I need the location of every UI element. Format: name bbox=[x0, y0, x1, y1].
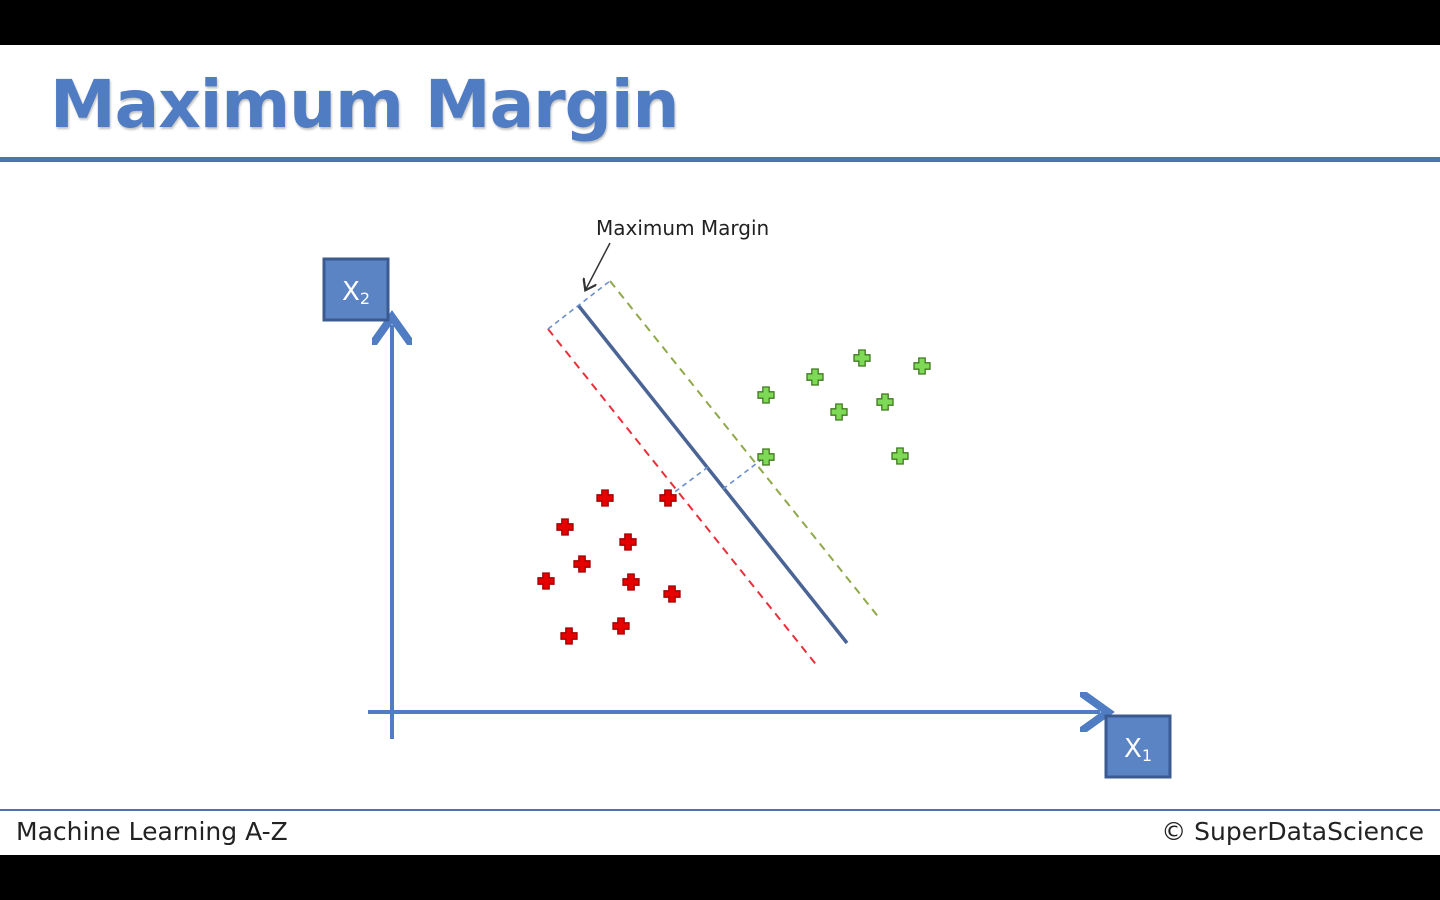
negative-class-point bbox=[619, 533, 637, 551]
negative-class-point bbox=[560, 627, 578, 645]
negative-class-point bbox=[612, 617, 630, 635]
y-axis-label: X bbox=[342, 277, 360, 307]
positive-class-point bbox=[853, 349, 871, 367]
svm-diagram: X2 X1 Maximum Margin bbox=[322, 216, 1172, 779]
margin-connector-support-positive bbox=[722, 456, 766, 490]
footer-divider bbox=[0, 809, 1440, 811]
margin-annotation: Maximum Margin bbox=[596, 216, 769, 240]
svg-text:X1: X1 bbox=[1124, 734, 1152, 765]
negative-class-point bbox=[556, 518, 574, 536]
positive-margin-line bbox=[609, 280, 881, 620]
positive-class-point bbox=[757, 448, 775, 466]
slide: Maximum Margin X2 X1 bbox=[0, 45, 1440, 855]
svg-text:X2: X2 bbox=[342, 277, 370, 308]
positive-class-point bbox=[876, 393, 894, 411]
y-axis-subscript: 2 bbox=[360, 289, 370, 308]
maximum-margin-hyperplane bbox=[576, 303, 849, 645]
positive-class-point bbox=[891, 447, 909, 465]
title-divider bbox=[0, 157, 1440, 162]
negative-class-point bbox=[659, 489, 677, 507]
margin-connector-support-negative bbox=[667, 466, 709, 498]
data-points bbox=[537, 349, 931, 645]
x-axis-label-box: X1 bbox=[1104, 714, 1172, 779]
positive-class-point bbox=[757, 386, 775, 404]
margin-connector-top bbox=[547, 280, 611, 330]
negative-class-point bbox=[663, 585, 681, 603]
positive-class-point bbox=[913, 357, 931, 375]
negative-class-point bbox=[537, 572, 555, 590]
annotation-arrow bbox=[586, 242, 611, 289]
negative-class-point bbox=[573, 555, 591, 573]
y-axis-label-box: X2 bbox=[322, 257, 390, 322]
slide-title: Maximum Margin bbox=[50, 66, 680, 143]
course-name: Machine Learning A-Z bbox=[16, 817, 288, 846]
x-axis-label: X bbox=[1124, 734, 1142, 764]
negative-margin-line bbox=[547, 328, 819, 668]
copyright: © SuperDataScience bbox=[1161, 817, 1424, 846]
negative-class-point bbox=[596, 489, 614, 507]
positive-class-point bbox=[830, 403, 848, 421]
x-axis-subscript: 1 bbox=[1142, 746, 1152, 765]
negative-class-point bbox=[622, 573, 640, 591]
positive-class-point bbox=[806, 368, 824, 386]
